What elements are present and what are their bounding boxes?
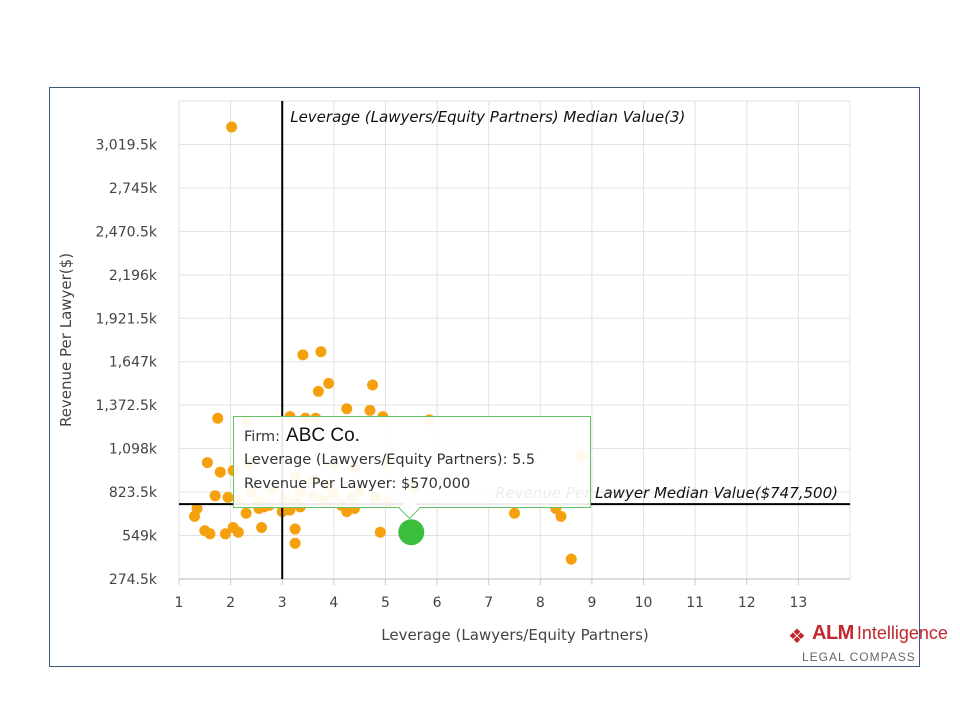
- axes: [178, 578, 850, 585]
- x-tick-label: 6: [433, 595, 442, 611]
- y-tick-label: 1,098k: [109, 442, 158, 458]
- data-point[interactable]: [256, 521, 268, 533]
- y-tick-label: 2,196k: [109, 268, 158, 284]
- x-tick-label: 10: [635, 595, 653, 611]
- x-tick-label: 8: [536, 595, 545, 611]
- x-tick-label: 2: [226, 595, 235, 611]
- x-tick-label: 9: [587, 595, 596, 611]
- data-point[interactable]: [188, 510, 200, 522]
- highlighted-point-abc-co[interactable]: [398, 519, 425, 546]
- x-tick-label: 1: [175, 595, 184, 611]
- median-leverage-label: Leverage (Lawyers/Equity Partners) Media…: [290, 108, 685, 126]
- data-point[interactable]: [204, 528, 216, 540]
- x-tick-label: 4: [329, 595, 338, 611]
- tick-labels: 1 2 3 4 5 6 7 8 9 10 11 12 13274.5k549k823.5k1,098k1…: [95, 137, 807, 611]
- data-point[interactable]: [222, 491, 234, 503]
- y-tick-label: 823.5k: [109, 485, 158, 501]
- alm-logo: ❖ ALM Intelligence LEGAL COMPASS: [788, 622, 948, 666]
- y-tick-label: 1,372.5k: [95, 398, 157, 414]
- data-point[interactable]: [364, 404, 376, 416]
- x-tick-label: 7: [484, 595, 493, 611]
- data-point[interactable]: [232, 526, 244, 538]
- data-point[interactable]: [297, 349, 309, 361]
- x-tick-label: 12: [738, 595, 756, 611]
- y-axis-title: Revenue Per Lawyer($): [57, 253, 75, 427]
- point-tooltip: Firm: ABC Co. Leverage (Lawyers/Equity Pa…: [233, 416, 591, 520]
- alm-logo-subtitle: LEGAL COMPASS: [802, 650, 916, 664]
- data-point[interactable]: [240, 507, 252, 519]
- data-point[interactable]: [312, 385, 324, 397]
- data-point[interactable]: [212, 412, 224, 424]
- data-point[interactable]: [374, 526, 386, 538]
- data-point[interactable]: [323, 377, 335, 389]
- x-tick-label: 13: [789, 595, 807, 611]
- x-tick-label: 5: [381, 595, 390, 611]
- y-tick-label: 549k: [122, 529, 158, 545]
- data-point[interactable]: [315, 346, 327, 358]
- chart-frame: [49, 87, 920, 667]
- y-tick-label: 2,745k: [109, 181, 158, 197]
- tooltip-leverage: Leverage (Lawyers/Equity Partners): 5.5: [244, 452, 536, 468]
- data-point[interactable]: [509, 507, 520, 519]
- data-point[interactable]: [367, 379, 379, 391]
- x-axis-title: Leverage (Lawyers/Equity Partners): [381, 626, 649, 644]
- data-point[interactable]: [341, 403, 353, 415]
- data-point[interactable]: [289, 523, 301, 535]
- x-tick-label: 3: [278, 595, 287, 611]
- tooltip-revenue: Revenue Per Lawyer: $570,000: [244, 476, 471, 492]
- x-tick-label: 11: [686, 595, 704, 611]
- y-tick-label: 3,019.5k: [95, 137, 157, 153]
- data-point[interactable]: [214, 466, 226, 478]
- y-tick-label: 274.5k: [109, 572, 158, 588]
- y-tick-label: 1,647k: [109, 355, 158, 371]
- y-tick-label: 2,470.5k: [95, 224, 157, 240]
- y-tick-label: 1,921.5k: [95, 311, 157, 327]
- data-point[interactable]: [226, 121, 238, 133]
- data-point[interactable]: [289, 537, 301, 549]
- alm-logo-mark-icon: ❖: [788, 624, 806, 648]
- data-point[interactable]: [209, 490, 221, 502]
- data-point[interactable]: [201, 457, 213, 469]
- tooltip-firm-label: Firm:: [244, 429, 281, 445]
- tooltip-firm-name: ABC Co.: [286, 425, 360, 446]
- alm-logo-wordmark: ALM Intelligence: [812, 622, 948, 644]
- data-point[interactable]: [219, 528, 231, 540]
- data-point[interactable]: [555, 510, 567, 522]
- data-point[interactable]: [565, 553, 577, 565]
- tooltip-firm-row: Firm: ABC Co.: [244, 424, 580, 448]
